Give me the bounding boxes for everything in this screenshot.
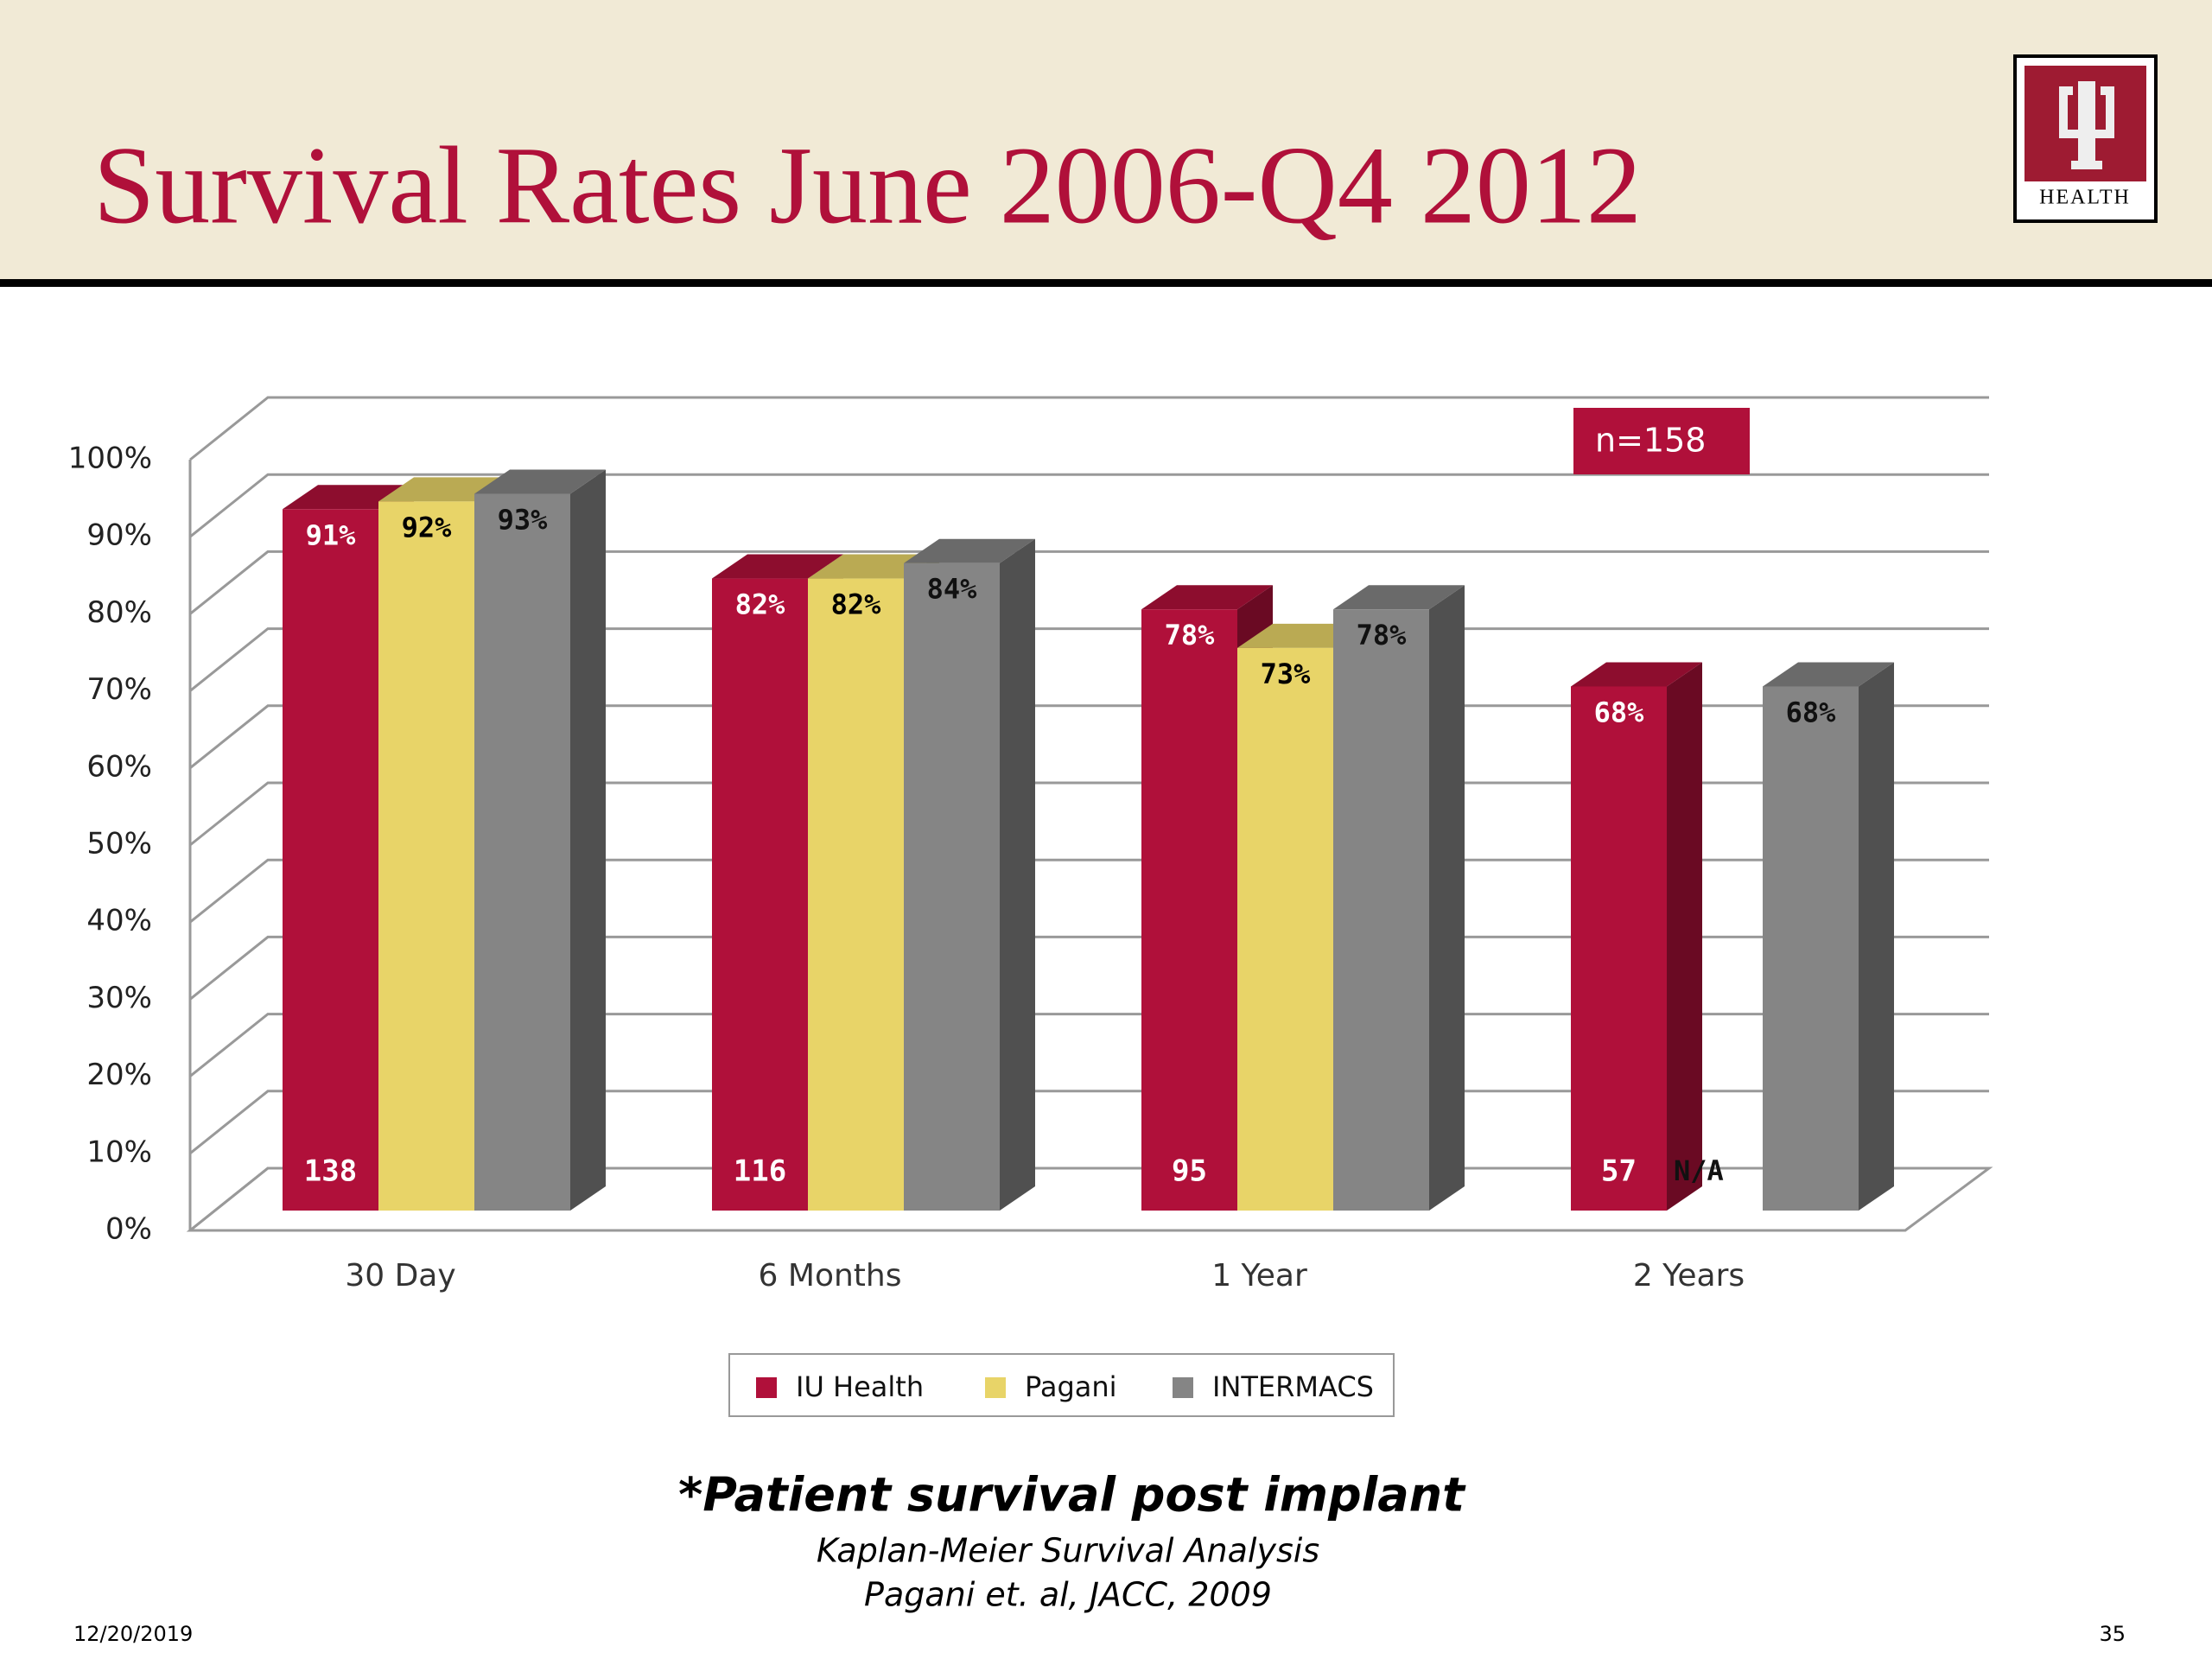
legend-frame (728, 1353, 1395, 1417)
y-tick-label: 70% (86, 672, 152, 707)
count-label: 95 (1172, 1154, 1207, 1189)
annotation: n=158 (1595, 422, 1706, 460)
reference: Pagani et. al, JACC, 2009 (864, 1576, 1272, 1614)
bar-top (1141, 585, 1273, 610)
value-label: 82% (831, 588, 882, 621)
logo-text: HEALTH (2039, 187, 2131, 209)
bar (1141, 609, 1237, 1211)
bar (1571, 686, 1667, 1211)
bar-side (1429, 585, 1465, 1211)
page-number: 35 (2099, 1622, 2126, 1646)
legend-swatch (985, 1377, 1006, 1398)
bar-top (1571, 662, 1702, 687)
footnote: *Patient survival post implant (678, 1468, 1466, 1522)
bar (283, 509, 378, 1211)
bar (712, 578, 808, 1211)
bar-top (474, 469, 606, 494)
legend-label: IU Health (796, 1370, 924, 1403)
bar (904, 563, 1000, 1211)
count-label: 116 (734, 1154, 786, 1189)
y-tick-label: 90% (86, 518, 152, 553)
legend-swatch (756, 1377, 777, 1398)
legend: IU Health Pagani INTERMACS (756, 1370, 1374, 1403)
value-label: 73% (1261, 658, 1312, 690)
grid-line (189, 396, 1989, 461)
value-label: 92% (402, 511, 453, 543)
legend-label: INTERMACS (1212, 1370, 1374, 1403)
bar-side (570, 469, 606, 1211)
value-label: 78% (1357, 619, 1408, 652)
logo: HEALTH (2013, 54, 2158, 223)
grid-line (189, 550, 1989, 615)
value-label: N/A (1674, 1154, 1724, 1187)
y-tick-label: 80% (86, 595, 152, 630)
bar-top (904, 538, 1035, 563)
count-label: 57 (1601, 1154, 1637, 1189)
bar-side (1667, 662, 1702, 1211)
bar-top (1763, 662, 1894, 687)
x-tick-label: 30 Day (345, 1258, 455, 1294)
bar-top (712, 554, 843, 579)
bar (1333, 609, 1429, 1211)
y-tick-label: 60% (86, 749, 152, 784)
method-note: Kaplan-Meier Survival Analysis (817, 1532, 1319, 1570)
legend-swatch (1173, 1377, 1193, 1398)
bar (1237, 647, 1333, 1211)
date: 12/20/2019 (73, 1622, 193, 1646)
x-tick-label: 1 Year (1211, 1258, 1307, 1294)
value-label: 68% (1786, 696, 1837, 728)
x-tick-label: 2 Years (1633, 1258, 1745, 1294)
value-label: 82% (735, 588, 786, 621)
slide-title: Survival Rates June 2006-Q4 2012 (93, 124, 1642, 246)
x-tick-label: 6 Months (759, 1258, 902, 1294)
bar (474, 493, 570, 1211)
bar-top (1333, 585, 1465, 610)
y-tick-label: 50% (86, 827, 152, 861)
logo-mark (2059, 81, 2114, 169)
bar-side (1859, 662, 1894, 1211)
y-tick-label: 40% (86, 904, 152, 938)
header-band (0, 0, 2212, 283)
bar (808, 578, 904, 1211)
grid-line (189, 473, 1989, 538)
bar-side (1000, 538, 1035, 1211)
annotation-box (1573, 408, 1750, 474)
y-tick-label: 20% (86, 1058, 152, 1092)
plot: 0% 10% 20% 30% 40% 50% 60% 70% 80% 90% 100% 30 Day 9… (68, 396, 1993, 1294)
value-label: 91% (306, 518, 357, 551)
count-label: 138 (304, 1154, 357, 1189)
value-label: 68% (1594, 696, 1645, 728)
value-label: 93% (498, 503, 549, 536)
bar (1763, 686, 1859, 1211)
bar (378, 501, 474, 1211)
value-label: 84% (927, 573, 978, 606)
y-tick-label: 30% (86, 981, 152, 1015)
header-rule (0, 279, 2212, 287)
legend-label: Pagani (1025, 1370, 1117, 1403)
value-label: 78% (1165, 619, 1216, 652)
y-tick-label: 0% (105, 1212, 152, 1247)
y-tick-label: 100% (68, 442, 152, 476)
y-tick-label: 10% (86, 1135, 152, 1169)
